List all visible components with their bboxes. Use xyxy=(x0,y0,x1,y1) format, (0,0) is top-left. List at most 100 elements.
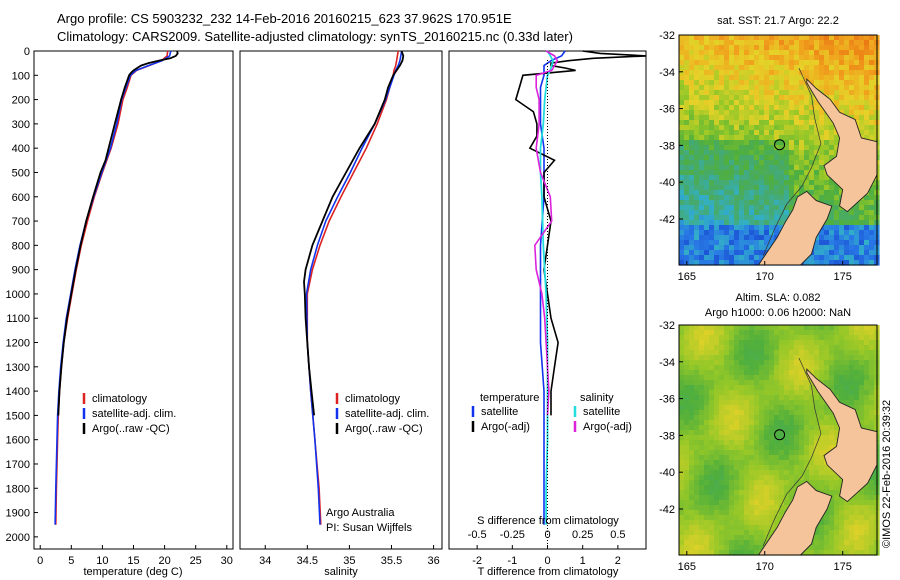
y-tick-label: -36 xyxy=(659,104,675,116)
x-tick-label-top: 0.5 xyxy=(610,529,625,541)
y-tick-label: 200 xyxy=(12,95,30,107)
x-tick-label: 175 xyxy=(834,271,852,283)
credit-line-2: PI: Susan Wijffels xyxy=(326,522,412,534)
x-tick-label: 0 xyxy=(37,555,43,567)
y-tick-label: 1600 xyxy=(6,435,30,447)
x-tick-label: 35 xyxy=(343,555,355,567)
plot-frame xyxy=(239,50,443,550)
y-tick-label: 400 xyxy=(12,143,30,155)
y-tick-label: -32 xyxy=(659,30,675,42)
y-tick-label: 0 xyxy=(24,46,30,58)
y-tick-label: 1900 xyxy=(6,508,30,520)
y-tick-label: 900 xyxy=(12,265,30,277)
legend-label: Argo(-adj) xyxy=(481,421,530,433)
y-tick-label: -34 xyxy=(659,357,675,369)
x-tick-label: 30 xyxy=(221,555,233,567)
x-tick-label: 10 xyxy=(96,555,108,567)
y-tick-label: 1400 xyxy=(6,386,30,398)
legend-label: satellite-adj. clim. xyxy=(92,408,176,420)
x-tick-label: 175 xyxy=(834,561,852,573)
header-line-2: Climatology: CARS2009. Satellite-adjuste… xyxy=(57,29,573,44)
series-line xyxy=(57,50,179,416)
legend-heading: salinity xyxy=(580,392,614,404)
series-line xyxy=(514,50,647,416)
x-tick-label: 25 xyxy=(190,555,202,567)
imos-timestamp: ©IMOS 22-Feb-2016 20:39:32 xyxy=(881,400,893,548)
x-axis-label: temperature (deg C) xyxy=(83,566,182,578)
x-tick-label: 165 xyxy=(678,271,696,283)
north-island xyxy=(806,78,878,213)
x-tick-label: -1 xyxy=(507,555,517,567)
argo-marker xyxy=(774,429,786,441)
header-line-1: Argo profile: CS 5903232_232 14-Feb-2016… xyxy=(57,11,512,26)
y-tick-label: 2000 xyxy=(6,532,30,544)
x-tick-label: 15 xyxy=(127,555,139,567)
x-tick-label: 170 xyxy=(756,561,774,573)
series-line xyxy=(303,50,405,416)
north-island xyxy=(806,368,878,503)
x-tick-label: 1 xyxy=(580,555,586,567)
legend-label: climatology xyxy=(92,393,148,405)
y-tick-label: 1100 xyxy=(6,313,30,325)
timestamp-strip: ©IMOS 22-Feb-2016 20:39:32 xyxy=(881,400,893,548)
x-tick-label: 34 xyxy=(259,555,271,567)
y-tick-label: -40 xyxy=(659,177,675,189)
x-tick-label: -2 xyxy=(472,555,482,567)
series-line xyxy=(539,50,555,525)
legend-label: Argo(..raw -QC) xyxy=(92,423,170,435)
y-tick-label: -34 xyxy=(659,67,675,79)
x-tick-label-top: -0.5 xyxy=(468,529,487,541)
map-frame xyxy=(678,34,878,266)
y-tick-label: -36 xyxy=(659,394,675,406)
y-tick-label: -32 xyxy=(659,320,675,332)
argo-marker xyxy=(774,139,786,151)
legend-label: satellite xyxy=(583,406,620,418)
legend-label: Argo(..raw -QC) xyxy=(345,423,423,435)
y-tick-label: -42 xyxy=(659,214,675,226)
y-tick-label: 500 xyxy=(12,167,30,179)
y-tick-label: 1000 xyxy=(6,289,30,301)
y-tick-label: 300 xyxy=(12,119,30,131)
legend-label: climatology xyxy=(345,393,401,405)
legend-label: satellite-adj. clim. xyxy=(345,408,429,420)
map-title: sat. SST: 21.7 Argo: 22.2 xyxy=(717,15,839,27)
series-line xyxy=(306,50,399,525)
y-tick-label: -42 xyxy=(659,504,675,516)
x-tick-label: 36 xyxy=(427,555,439,567)
x-axis-label-top: S difference from climatology xyxy=(477,515,619,527)
series-line xyxy=(305,50,403,525)
x-tick-label-top: -0.25 xyxy=(500,529,525,541)
salinity-panel: 34 34.5 35 35.5 36 salinity climatology satelli… xyxy=(239,50,443,578)
legend-heading: temperature xyxy=(480,392,539,404)
x-tick-label: 20 xyxy=(158,555,170,567)
x-tick-label-top: 0.25 xyxy=(572,529,593,541)
x-tick-label: 34.5 xyxy=(297,555,318,567)
y-tick-label: 1700 xyxy=(6,459,30,471)
y-tick-label: -40 xyxy=(659,467,675,479)
sla-map-panel: 165 170 175 -32 -34 -36 -38 -40 -42 Altim. SLA: 0… xyxy=(659,292,880,573)
y-tick-label: 100 xyxy=(12,70,30,82)
legend-label: satellite xyxy=(481,406,518,418)
x-tick-label: 5 xyxy=(68,555,74,567)
x-axis-label: T difference from climatology xyxy=(478,566,619,578)
x-tick-label: 0 xyxy=(544,555,550,567)
depth-contour xyxy=(762,67,822,256)
series-line xyxy=(539,50,566,525)
sst-map-panel: 165 170 175 -32 -34 -36 -38 -40 -42 sat. SST: 21.… xyxy=(659,15,880,283)
plot-frame xyxy=(33,50,234,550)
legend-label: Argo(-adj) xyxy=(583,421,632,433)
x-axis-label: salinity xyxy=(324,566,358,578)
depth-contour xyxy=(762,357,822,546)
map-subtitle: Argo h1000: 0.06 h2000: NaN xyxy=(705,307,851,319)
y-tick-label: 1300 xyxy=(6,362,30,374)
x-tick-label: 165 xyxy=(678,561,696,573)
x-tick-label: 35.5 xyxy=(381,555,402,567)
y-tick-label: 1200 xyxy=(6,338,30,350)
y-tick-label: 700 xyxy=(12,216,30,228)
y-tick-label: 1800 xyxy=(6,483,30,495)
y-tick-label: 800 xyxy=(12,240,30,252)
y-tick-label: -38 xyxy=(659,430,675,442)
y-tick-label: 1500 xyxy=(6,410,30,422)
